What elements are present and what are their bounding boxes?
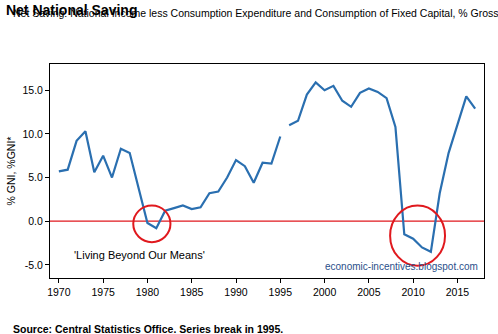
svg-text:Source: Central Statistics Off: Source: Central Statistics Office. Serie… <box>13 323 283 334</box>
svg-text:2005: 2005 <box>357 286 381 298</box>
svg-text:-5.0: -5.0 <box>25 259 43 271</box>
svg-text:1980: 1980 <box>136 286 160 298</box>
svg-text:1990: 1990 <box>224 286 248 298</box>
svg-text:0.0: 0.0 <box>28 215 43 227</box>
svg-text:2015: 2015 <box>446 286 470 298</box>
svg-text:10.0: 10.0 <box>22 128 43 140</box>
svg-text:5.0: 5.0 <box>28 171 43 183</box>
svg-text:1975: 1975 <box>91 286 115 298</box>
svg-text:15.0: 15.0 <box>22 84 43 96</box>
svg-text:'Living Beyond Our Means': 'Living Beyond Our Means' <box>74 249 205 261</box>
svg-text:economic-incentives.blogspot.c: economic-incentives.blogspot.com <box>325 261 478 272</box>
svg-text:1995: 1995 <box>269 286 293 298</box>
svg-text:% GNI, %GNI*: % GNI, %GNI* <box>5 137 17 206</box>
svg-text:Net National Saving: Net National Saving <box>6 2 137 18</box>
svg-text:2000: 2000 <box>313 286 337 298</box>
svg-text:1970: 1970 <box>47 286 71 298</box>
svg-text:Net Saving: National Income le: Net Saving: National Income less Consump… <box>13 7 498 19</box>
svg-text:2010: 2010 <box>401 286 425 298</box>
svg-text:1985: 1985 <box>180 286 204 298</box>
